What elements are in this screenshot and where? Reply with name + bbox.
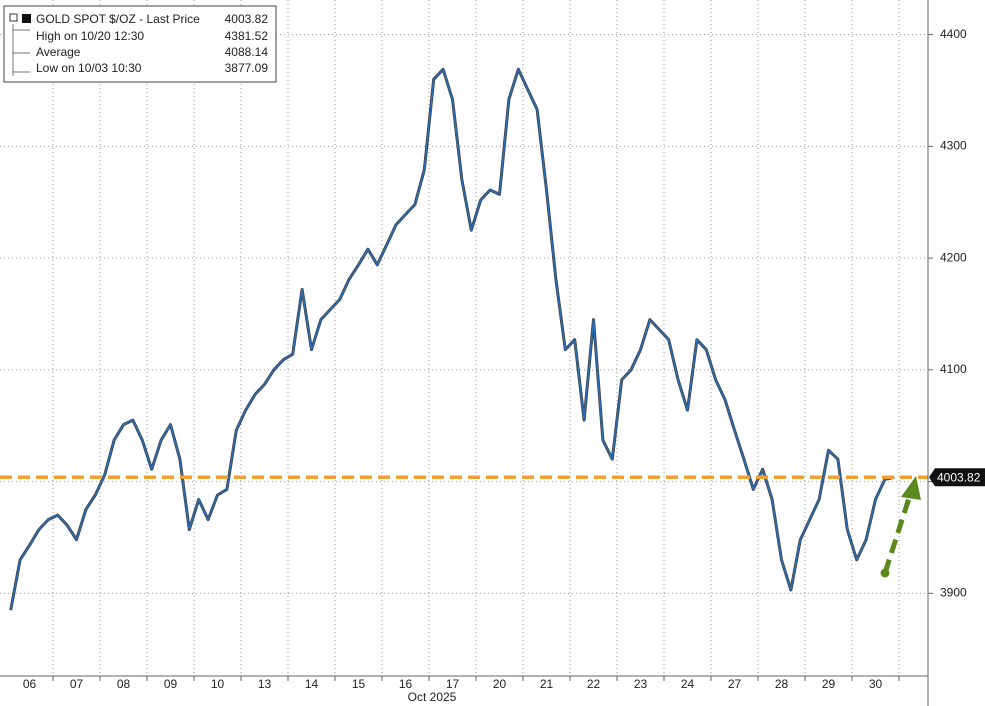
legend-value: 3877.09 <box>225 61 269 75</box>
x-tick-label: 30 <box>869 677 883 691</box>
x-tick-label: 17 <box>446 677 460 691</box>
x-tick-label: 20 <box>493 677 507 691</box>
trend-arrow <box>880 476 921 578</box>
x-tick-label: 24 <box>681 677 695 691</box>
y-tick-label: 4300 <box>940 139 967 153</box>
legend-tree <box>12 24 30 76</box>
x-tick-label: 22 <box>587 677 601 691</box>
legend-label: GOLD SPOT $/OZ - Last Price <box>36 12 200 26</box>
x-tick-label: 21 <box>540 677 554 691</box>
legend-icon <box>22 14 31 23</box>
grid <box>0 0 928 676</box>
legend: GOLD SPOT $/OZ - Last Price 4003.82 High… <box>3 5 277 83</box>
x-tick-label: 16 <box>399 677 413 691</box>
x-tick-label: 13 <box>258 677 272 691</box>
x-tick-label: 10 <box>211 677 225 691</box>
legend-label: Average <box>36 45 81 59</box>
price-line <box>9 68 895 611</box>
x-tick-label: 27 <box>728 677 742 691</box>
x-tick-label: 23 <box>634 677 648 691</box>
last-price-tag <box>929 468 985 487</box>
x-tick-label: 15 <box>352 677 366 691</box>
x-tick-label: 07 <box>70 677 84 691</box>
legend-icon <box>9 13 18 22</box>
legend-label: High on 10/20 12:30 <box>36 29 144 43</box>
x-axis-title: Oct 2025 <box>408 690 457 704</box>
y-tick-label: 4100 <box>940 362 967 376</box>
last-price-label: 4003.82 <box>937 470 981 484</box>
x-tick-label: 14 <box>305 677 319 691</box>
x-tick-label: 06 <box>23 677 37 691</box>
x-tick-label: 28 <box>775 677 789 691</box>
legend-label: Low on 10/03 10:30 <box>36 61 142 75</box>
legend-box <box>3 5 277 83</box>
y-tick-label: 4400 <box>940 27 967 41</box>
x-tick-label: 29 <box>822 677 836 691</box>
x-tick-label: 08 <box>117 677 131 691</box>
legend-value: 4381.52 <box>225 29 269 43</box>
x-tick-label: 09 <box>164 677 178 691</box>
plot <box>0 67 928 611</box>
legend-value: 4088.14 <box>225 45 269 59</box>
y-tick-label: 3900 <box>940 585 967 599</box>
legend-value: 4003.82 <box>225 12 269 26</box>
y-tick-label: 4200 <box>940 250 967 264</box>
